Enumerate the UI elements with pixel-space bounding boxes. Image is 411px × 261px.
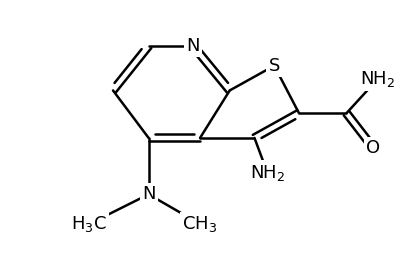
Text: O: O xyxy=(366,139,380,157)
Text: S: S xyxy=(268,57,280,75)
Text: N: N xyxy=(186,37,200,55)
Text: N: N xyxy=(142,185,155,203)
Text: H$_3$C: H$_3$C xyxy=(72,214,107,234)
Text: CH$_3$: CH$_3$ xyxy=(182,214,218,234)
Text: NH$_2$: NH$_2$ xyxy=(250,163,285,182)
Text: NH$_2$: NH$_2$ xyxy=(360,69,396,88)
